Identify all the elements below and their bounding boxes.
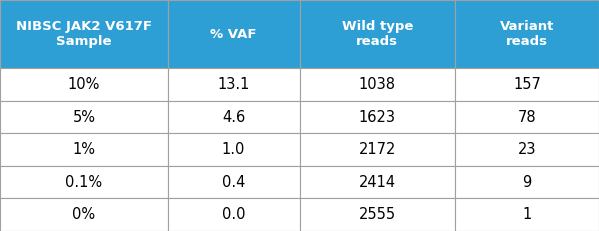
Text: 2414: 2414 — [359, 175, 396, 190]
Text: 4.6: 4.6 — [222, 109, 245, 125]
Text: 78: 78 — [518, 109, 537, 125]
Bar — [168, 101, 300, 133]
Text: 10%: 10% — [68, 77, 100, 92]
Bar — [0, 198, 168, 231]
Text: Variant
reads: Variant reads — [500, 20, 554, 48]
Bar — [455, 0, 599, 68]
Bar — [455, 133, 599, 166]
Text: 1%: 1% — [72, 142, 95, 157]
Text: Wild type
reads: Wild type reads — [341, 20, 413, 48]
Text: 2172: 2172 — [359, 142, 396, 157]
Text: % VAF: % VAF — [210, 27, 257, 41]
Bar — [455, 166, 599, 198]
Bar — [300, 0, 455, 68]
Bar — [300, 68, 455, 101]
Bar — [300, 166, 455, 198]
Bar — [0, 68, 168, 101]
Text: 23: 23 — [518, 142, 536, 157]
Bar — [168, 68, 300, 101]
Bar — [0, 166, 168, 198]
Text: 0.4: 0.4 — [222, 175, 246, 190]
Bar — [300, 133, 455, 166]
Bar — [168, 0, 300, 68]
Text: 13.1: 13.1 — [217, 77, 250, 92]
Text: 1038: 1038 — [359, 77, 396, 92]
Bar — [455, 68, 599, 101]
Text: NIBSC JAK2 V617F
Sample: NIBSC JAK2 V617F Sample — [16, 20, 152, 48]
Text: 1623: 1623 — [359, 109, 396, 125]
Bar — [300, 101, 455, 133]
Text: 1: 1 — [522, 207, 532, 222]
Bar — [455, 198, 599, 231]
Bar — [300, 198, 455, 231]
Bar — [168, 198, 300, 231]
Text: 0.0: 0.0 — [222, 207, 246, 222]
Bar — [168, 133, 300, 166]
Text: 9: 9 — [522, 175, 532, 190]
Text: 2555: 2555 — [359, 207, 396, 222]
Bar — [0, 101, 168, 133]
Text: 0.1%: 0.1% — [65, 175, 102, 190]
Bar — [0, 133, 168, 166]
Text: 157: 157 — [513, 77, 541, 92]
Text: 0%: 0% — [72, 207, 95, 222]
Bar — [455, 101, 599, 133]
Bar — [168, 166, 300, 198]
Text: 5%: 5% — [72, 109, 95, 125]
Bar — [0, 0, 168, 68]
Text: 1.0: 1.0 — [222, 142, 246, 157]
